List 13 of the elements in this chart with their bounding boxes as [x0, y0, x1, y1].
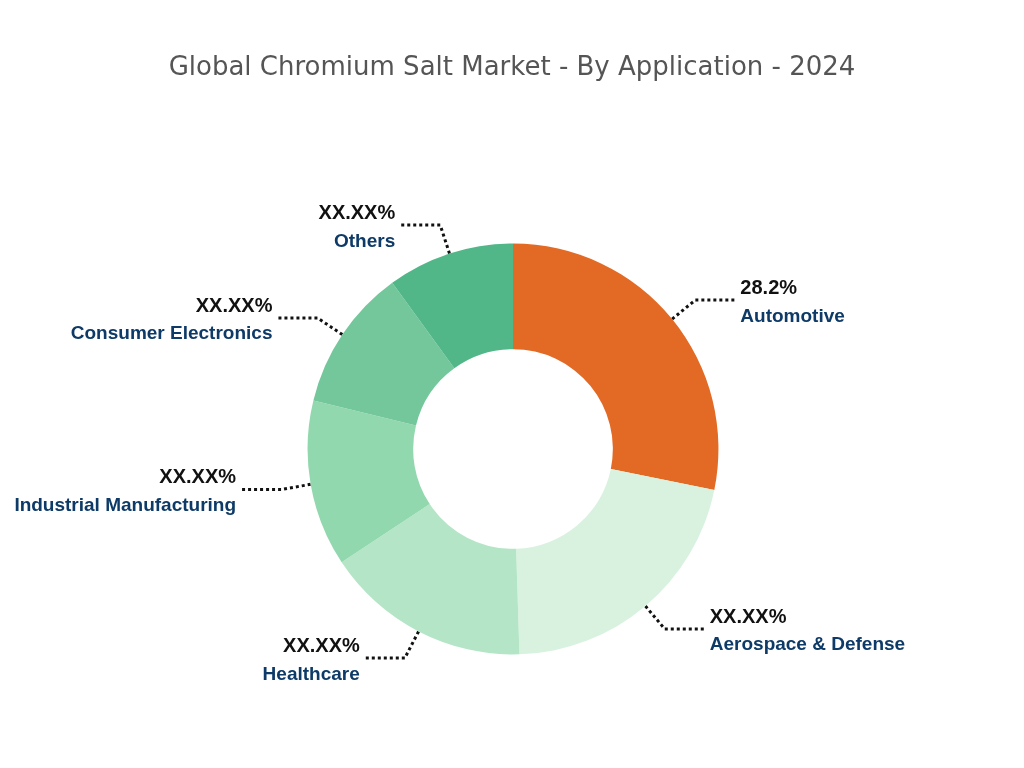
slice-label: Consumer Electronics	[70, 322, 273, 344]
data-label: XX.XX%	[159, 465, 237, 488]
data-label: XX.XX%	[318, 201, 396, 224]
data-label: 28.2%	[740, 276, 798, 299]
slice-label: Aerospace & Defense	[709, 633, 906, 655]
data-label: XX.XX%	[709, 604, 787, 627]
chart-title: Global Chromium Salt Market - By Application - 2024	[168, 51, 856, 81]
slice-label: Industrial Manufacturing	[14, 493, 237, 515]
slice-label: Healthcare	[262, 662, 360, 684]
slice-label: Others	[333, 229, 396, 251]
data-label: XX.XX%	[195, 293, 273, 316]
data-label: XX.XX%	[283, 634, 361, 657]
slice-label: Automotive	[740, 304, 845, 326]
